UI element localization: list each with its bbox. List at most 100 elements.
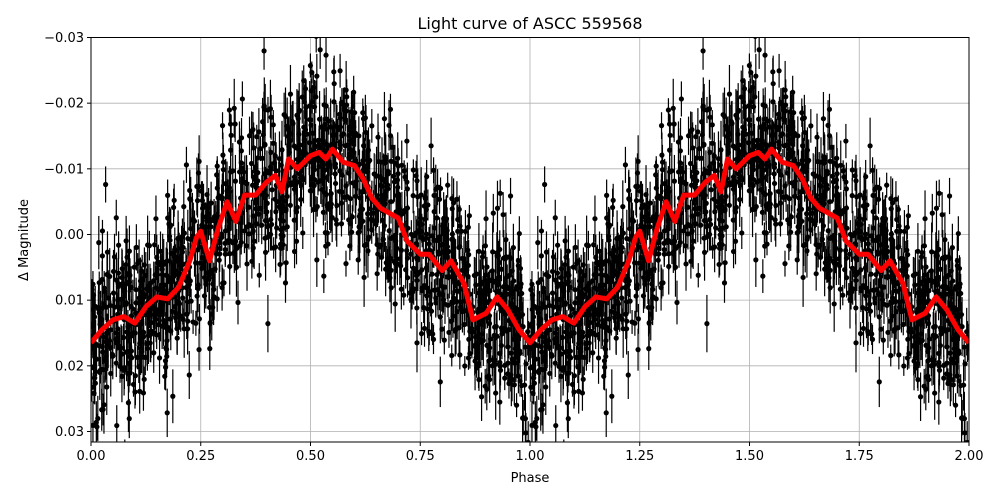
data-point xyxy=(265,107,271,113)
data-point xyxy=(860,325,867,332)
data-point xyxy=(490,210,496,216)
data-point xyxy=(873,215,879,221)
data-point xyxy=(398,286,404,292)
data-point xyxy=(448,318,454,324)
data-point xyxy=(929,249,935,255)
data-point xyxy=(896,223,902,229)
data-point xyxy=(466,213,472,219)
data-point xyxy=(820,116,827,122)
data-point xyxy=(344,193,350,200)
data-point xyxy=(750,104,757,110)
data-point xyxy=(952,402,959,408)
data-point xyxy=(633,293,639,299)
data-point xyxy=(360,110,366,116)
data-point xyxy=(710,245,716,251)
data-point xyxy=(266,170,272,176)
data-point xyxy=(658,123,665,129)
data-point xyxy=(767,124,773,130)
data-point xyxy=(178,313,184,319)
data-point xyxy=(671,121,677,127)
data-point xyxy=(672,238,678,244)
data-point xyxy=(812,173,819,179)
data-point xyxy=(219,123,226,129)
data-point xyxy=(180,295,186,301)
data-point xyxy=(841,174,847,180)
data-point xyxy=(506,380,512,387)
data-point xyxy=(922,216,928,222)
data-point xyxy=(427,288,433,295)
data-point xyxy=(709,140,715,146)
data-point xyxy=(776,188,782,195)
data-point xyxy=(311,104,318,110)
data-point xyxy=(763,230,769,236)
data-point xyxy=(695,129,701,135)
data-point xyxy=(390,144,396,150)
data-point xyxy=(164,410,170,416)
data-point xyxy=(457,352,463,358)
data-point xyxy=(408,296,414,303)
data-point xyxy=(843,247,849,254)
data-point xyxy=(516,230,522,237)
data-point xyxy=(110,353,116,359)
data-point xyxy=(931,357,937,363)
data-point xyxy=(565,416,571,422)
data-point xyxy=(671,178,678,184)
data-point xyxy=(116,242,122,248)
data-point xyxy=(282,280,289,286)
data-point xyxy=(324,141,330,147)
data-point xyxy=(717,216,723,223)
data-point xyxy=(402,174,408,180)
data-point xyxy=(905,213,911,219)
data-point xyxy=(494,205,501,211)
data-point xyxy=(857,331,864,337)
data-point xyxy=(227,121,234,127)
data-point xyxy=(321,273,327,279)
data-point xyxy=(239,96,245,102)
data-point xyxy=(392,301,398,307)
data-point xyxy=(855,221,861,227)
data-point xyxy=(316,116,323,122)
data-point xyxy=(414,305,420,311)
data-point xyxy=(374,271,380,277)
data-point xyxy=(753,73,759,79)
data-point xyxy=(804,211,810,217)
data-point xyxy=(142,354,148,361)
data-point xyxy=(535,240,541,246)
data-point xyxy=(232,178,239,184)
data-point xyxy=(196,158,202,165)
data-point xyxy=(414,178,420,184)
data-point xyxy=(805,234,811,240)
data-point xyxy=(325,241,331,247)
data-point xyxy=(946,193,953,199)
data-point xyxy=(800,143,806,149)
data-point xyxy=(207,346,213,352)
data-point xyxy=(949,245,955,251)
data-point xyxy=(873,271,879,278)
data-point xyxy=(901,228,908,235)
data-point xyxy=(465,224,471,230)
data-point xyxy=(721,280,728,286)
data-point xyxy=(756,47,762,53)
data-point xyxy=(813,271,819,277)
data-point xyxy=(320,209,326,215)
data-point xyxy=(450,295,457,301)
data-point xyxy=(853,340,859,346)
data-point xyxy=(601,373,607,379)
data-point xyxy=(860,282,866,289)
data-point xyxy=(293,238,300,244)
data-point xyxy=(515,373,522,379)
data-point xyxy=(782,87,788,93)
data-point xyxy=(211,294,217,300)
data-point xyxy=(840,292,846,298)
data-point xyxy=(633,198,640,204)
data-point xyxy=(141,376,147,382)
data-point xyxy=(915,248,921,254)
data-point xyxy=(850,286,856,292)
data-point xyxy=(190,319,196,325)
data-point xyxy=(562,301,568,307)
data-point xyxy=(824,259,830,265)
data-point xyxy=(410,265,416,271)
data-point xyxy=(388,158,394,164)
data-point xyxy=(99,228,106,234)
data-point xyxy=(323,52,329,58)
